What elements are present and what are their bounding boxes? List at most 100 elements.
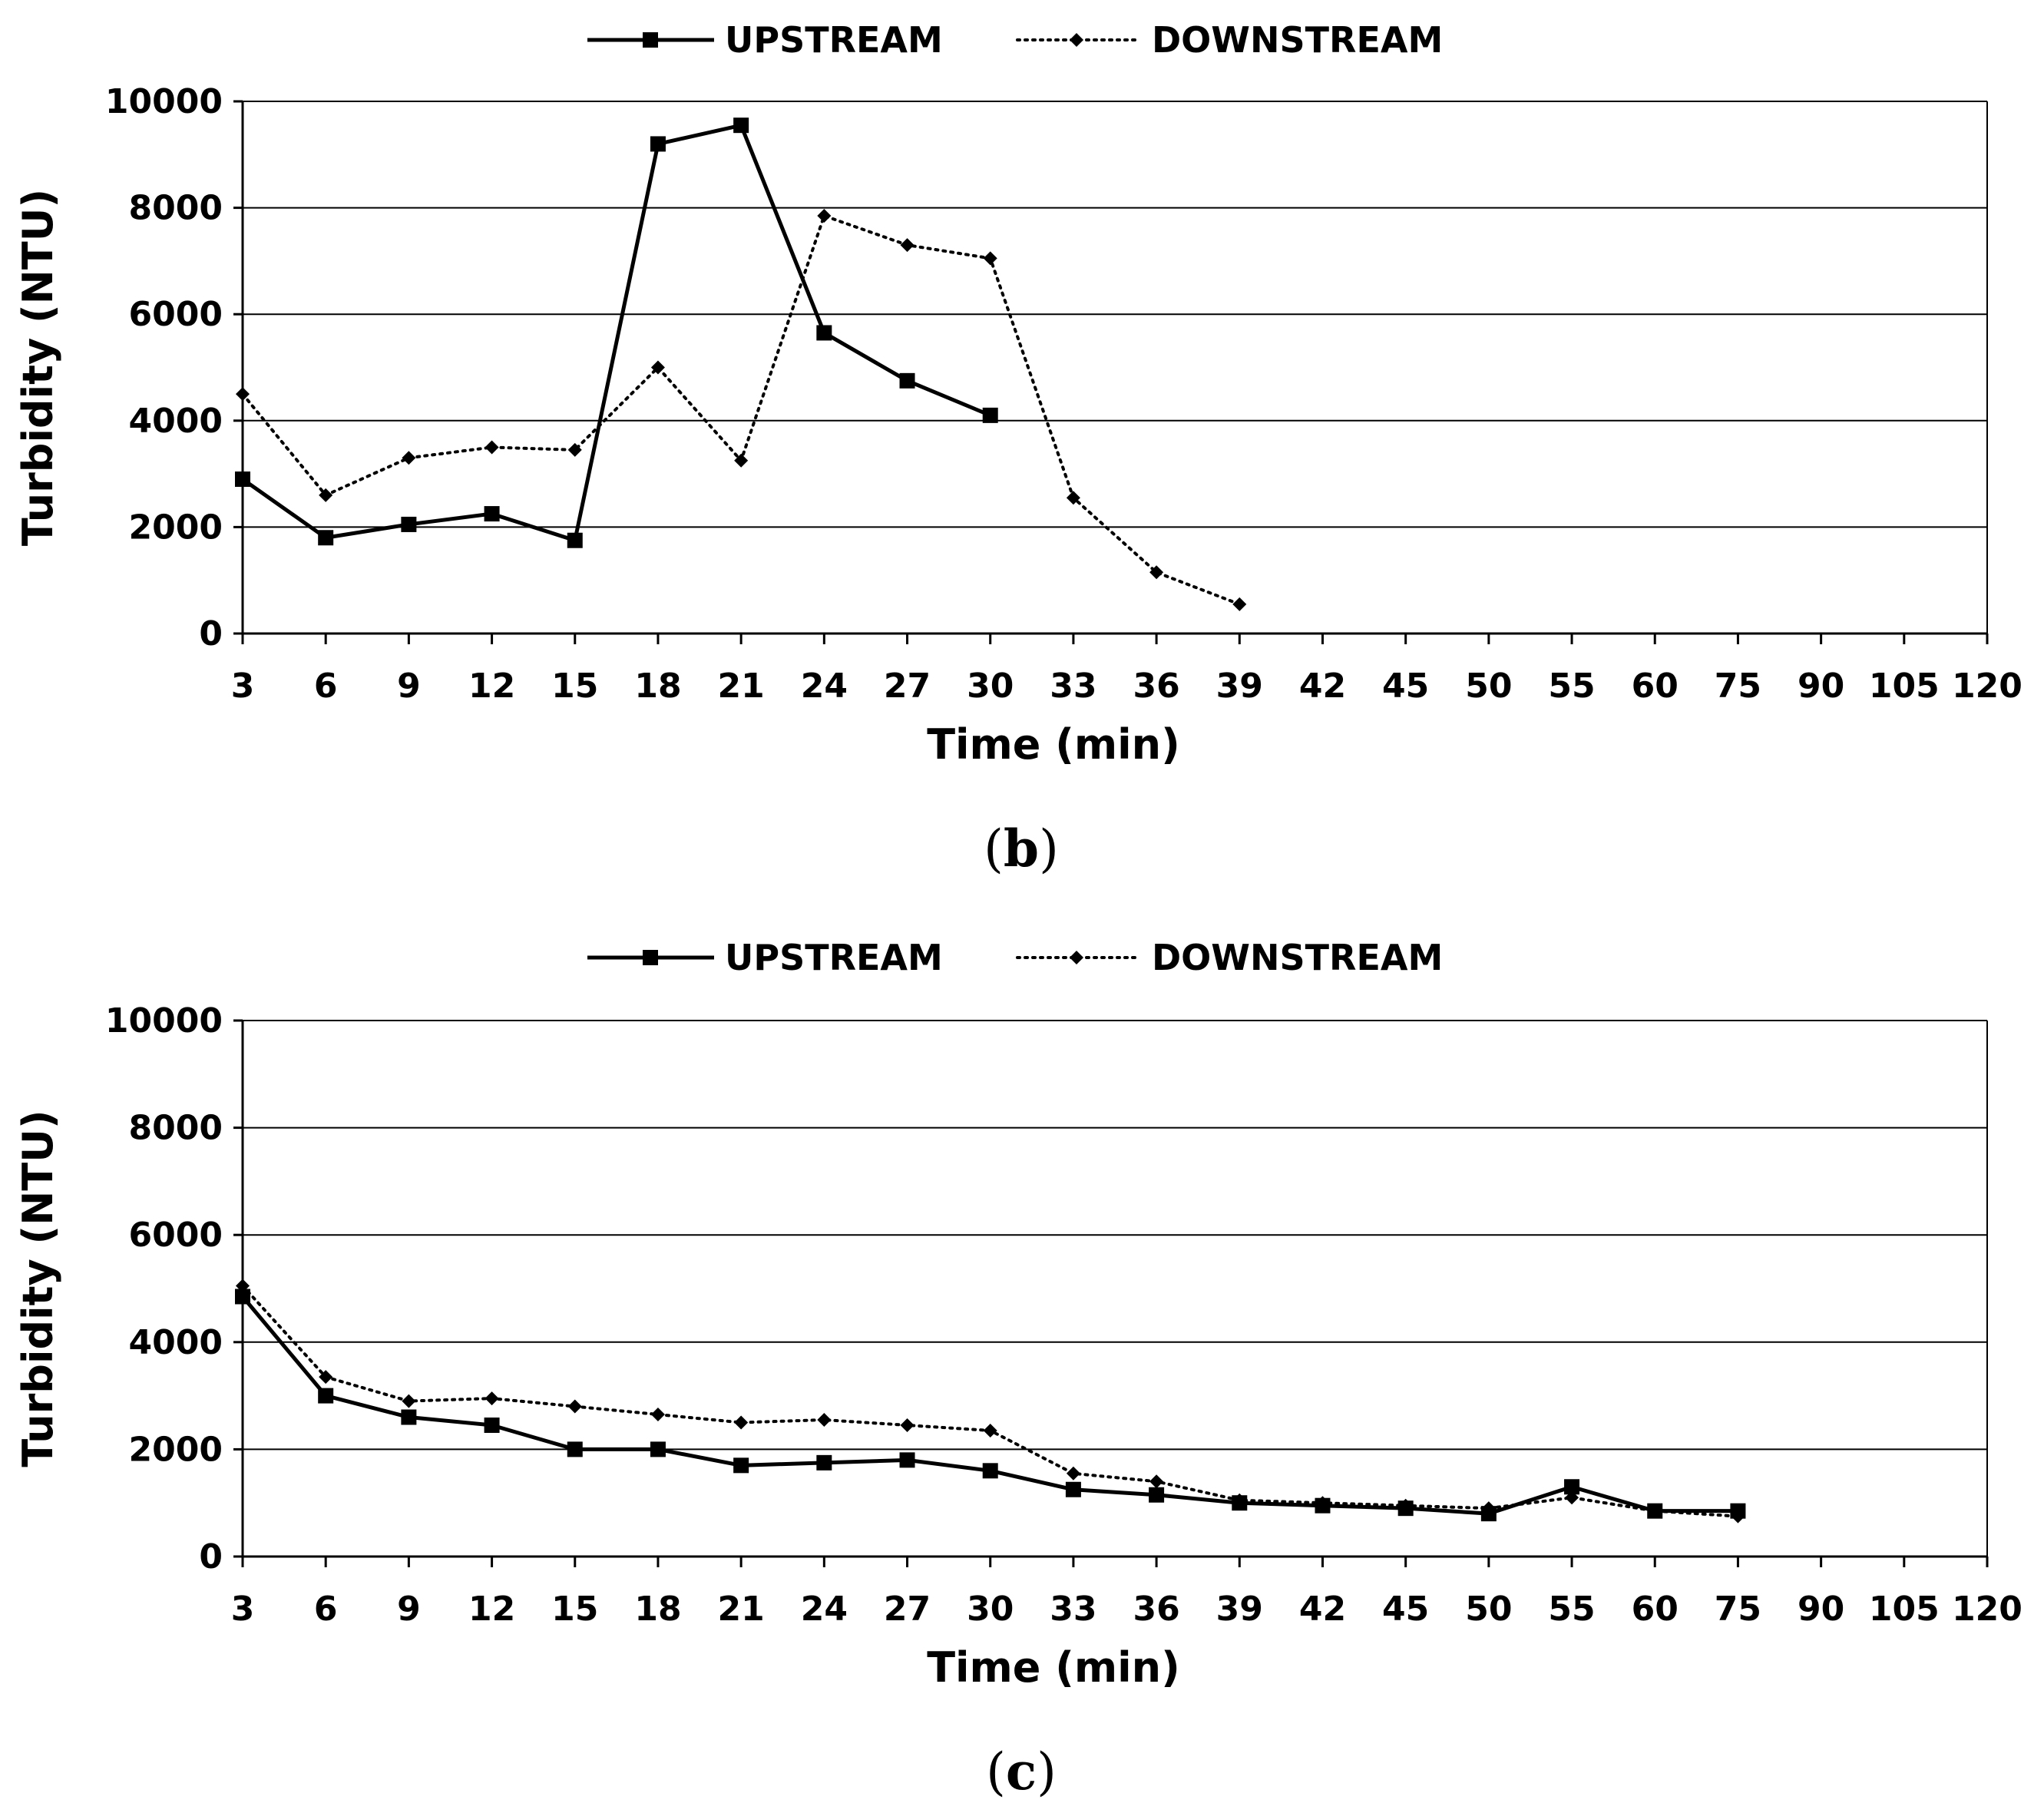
y-tick-label: 10000 bbox=[105, 1001, 223, 1040]
series-line-upstream bbox=[241, 1295, 1738, 1516]
x-tick-label: 15 bbox=[551, 667, 598, 706]
x-tick-label: 15 bbox=[551, 1590, 598, 1629]
data-point-diamond bbox=[817, 1413, 832, 1428]
data-point-diamond bbox=[983, 251, 997, 266]
x-tick-label: 120 bbox=[1952, 1590, 2023, 1629]
x-tick-label: 105 bbox=[1869, 667, 1940, 706]
y-tick-label: 2000 bbox=[129, 508, 223, 547]
y-tick-label: 10000 bbox=[105, 82, 223, 121]
data-point-diamond bbox=[1149, 565, 1164, 580]
x-tick-label: 30 bbox=[967, 667, 1014, 706]
x-tick-label: 18 bbox=[634, 667, 681, 706]
series-upstream bbox=[235, 1289, 1746, 1522]
data-point-square bbox=[1065, 1481, 1081, 1497]
y-axis-title: Turbidity (NTU) bbox=[14, 1110, 62, 1467]
legend-marker-downstream bbox=[1070, 951, 1083, 964]
data-point-diamond bbox=[485, 1391, 499, 1406]
data-point-diamond bbox=[485, 440, 499, 455]
legend-label-upstream: UPSTREAM bbox=[725, 19, 943, 61]
x-tick-label: 24 bbox=[801, 1590, 848, 1629]
series-upstream bbox=[235, 117, 998, 548]
x-tick-label: 90 bbox=[1798, 667, 1844, 706]
data-point-diamond bbox=[567, 1399, 582, 1414]
data-point-diamond bbox=[1315, 1496, 1330, 1510]
data-point-square bbox=[816, 1454, 832, 1471]
x-axis-title: Time (min) bbox=[927, 720, 1180, 769]
series-downstream bbox=[236, 1279, 1745, 1524]
data-point-diamond bbox=[1481, 1501, 1496, 1516]
x-tick-label: 18 bbox=[634, 1590, 681, 1629]
x-tick-label: 6 bbox=[314, 1590, 338, 1629]
series-downstream bbox=[236, 208, 1247, 611]
data-point-diamond bbox=[1398, 1498, 1413, 1513]
y-tick-label: 8000 bbox=[129, 189, 223, 228]
x-tick-label: 90 bbox=[1798, 1590, 1844, 1629]
panel-label-open: ( bbox=[986, 1742, 1006, 1801]
data-point-square bbox=[816, 325, 832, 341]
legend-label-downstream: DOWNSTREAM bbox=[1152, 937, 1443, 978]
x-tick-label: 42 bbox=[1299, 667, 1346, 706]
x-tick-label: 42 bbox=[1299, 1590, 1346, 1629]
data-point-square bbox=[401, 516, 417, 532]
data-point-square bbox=[650, 136, 666, 152]
x-tick-label: 33 bbox=[1050, 1590, 1096, 1629]
x-tick-label: 50 bbox=[1465, 667, 1512, 706]
x-tick-label: 27 bbox=[884, 1590, 931, 1629]
y-axis-title: Turbidity (NTU) bbox=[14, 189, 62, 546]
x-tick-label: 60 bbox=[1632, 667, 1679, 706]
x-tick-label: 6 bbox=[314, 667, 338, 706]
y-tick-label: 0 bbox=[199, 614, 223, 653]
data-point-square bbox=[982, 407, 998, 423]
x-tick-label: 12 bbox=[468, 667, 515, 706]
x-tick-label: 21 bbox=[718, 667, 765, 706]
x-tick-label: 12 bbox=[468, 1590, 515, 1629]
x-tick-label: 55 bbox=[1548, 667, 1595, 706]
data-point-square bbox=[567, 1441, 583, 1457]
series-line-downstream bbox=[241, 1284, 1740, 1518]
x-tick-label: 3 bbox=[231, 1590, 255, 1629]
data-point-diamond bbox=[1648, 1504, 1662, 1518]
x-tick-label: 9 bbox=[397, 1590, 421, 1629]
data-point-diamond bbox=[650, 360, 665, 375]
data-point-square bbox=[235, 471, 250, 488]
panel-label-letter: b bbox=[1004, 819, 1039, 878]
series-line-upstream bbox=[241, 123, 991, 543]
x-tick-label: 45 bbox=[1382, 667, 1429, 706]
x-tick-label: 36 bbox=[1133, 667, 1179, 706]
data-point-diamond bbox=[900, 1418, 915, 1432]
data-point-diamond bbox=[1066, 491, 1080, 505]
data-point-diamond bbox=[734, 453, 749, 468]
x-tick-label: 60 bbox=[1632, 1590, 1679, 1629]
data-point-diamond bbox=[734, 1415, 749, 1430]
data-point-diamond bbox=[402, 451, 416, 465]
data-point-diamond bbox=[650, 1408, 665, 1422]
legend-label-upstream: UPSTREAM bbox=[725, 937, 943, 978]
y-tick-label: 4000 bbox=[129, 1323, 223, 1362]
y-tick-label: 0 bbox=[199, 1537, 223, 1576]
x-tick-label: 39 bbox=[1216, 667, 1263, 706]
data-point-diamond bbox=[236, 387, 250, 402]
x-tick-label: 27 bbox=[884, 667, 931, 706]
legend-marker-upstream bbox=[643, 950, 658, 965]
x-tick-label: 24 bbox=[801, 667, 848, 706]
x-tick-label: 33 bbox=[1050, 667, 1096, 706]
x-axis-title: Time (min) bbox=[927, 1643, 1180, 1692]
x-tick-label: 30 bbox=[967, 1590, 1014, 1629]
x-tick-label: 75 bbox=[1715, 667, 1761, 706]
data-point-square bbox=[899, 372, 915, 389]
series-line-downstream bbox=[241, 213, 1242, 606]
y-tick-label: 4000 bbox=[129, 402, 223, 441]
legend-marker-downstream bbox=[1070, 33, 1083, 47]
x-tick-label: 21 bbox=[718, 1590, 765, 1629]
data-point-diamond bbox=[319, 1370, 333, 1385]
panel-label-letter: c bbox=[1006, 1742, 1037, 1801]
panel-label-open: ( bbox=[984, 819, 1004, 878]
data-point-diamond bbox=[567, 442, 582, 457]
data-point-diamond bbox=[1731, 1509, 1745, 1524]
x-tick-label: 45 bbox=[1382, 1590, 1429, 1629]
data-point-square bbox=[401, 1409, 417, 1425]
x-tick-label: 55 bbox=[1548, 1590, 1595, 1629]
data-point-diamond bbox=[1066, 1466, 1080, 1481]
